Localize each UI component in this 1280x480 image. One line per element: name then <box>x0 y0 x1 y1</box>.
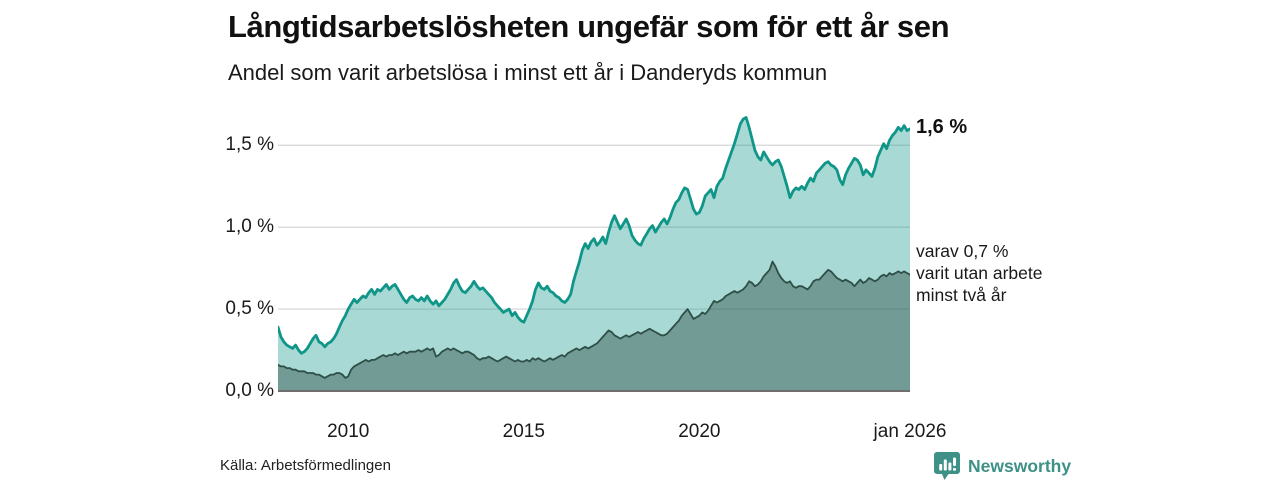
x-tick-label: 2010 <box>327 421 370 442</box>
unemployment-area-chart <box>278 116 910 392</box>
series2-annotation-line2: varit utan arbete <box>916 263 1043 283</box>
x-tick-label: 2020 <box>678 421 721 442</box>
newsworthy-logo-icon <box>934 452 960 480</box>
series2-annotation-line1: varav 0,7 % <box>916 241 1009 261</box>
page-title: Långtidsarbetslösheten ungefär som för e… <box>228 9 950 44</box>
chart-subtitle: Andel som varit arbetslösa i minst ett å… <box>228 60 828 85</box>
series2-annotation-line3: minst två år <box>916 285 1007 305</box>
y-tick-label: 0,5 % <box>225 298 274 320</box>
y-tick-label: 1,5 % <box>225 134 274 156</box>
y-tick-label: 1,0 % <box>225 216 274 238</box>
newsworthy-branding: Newsworthy <box>933 451 1071 480</box>
source-attribution: Källa: Arbetsförmedlingen <box>220 457 391 474</box>
series-end-value-label: 1,6 % <box>916 116 968 138</box>
series2-annotation: varav 0,7 % varit utan arbete minst två … <box>916 240 1042 306</box>
y-tick-label: 0,0 % <box>225 380 274 401</box>
x-tick-label: jan 2026 <box>873 421 947 442</box>
newsworthy-logo-text: Newsworthy <box>968 455 1072 476</box>
x-tick-label: 2015 <box>502 421 545 442</box>
